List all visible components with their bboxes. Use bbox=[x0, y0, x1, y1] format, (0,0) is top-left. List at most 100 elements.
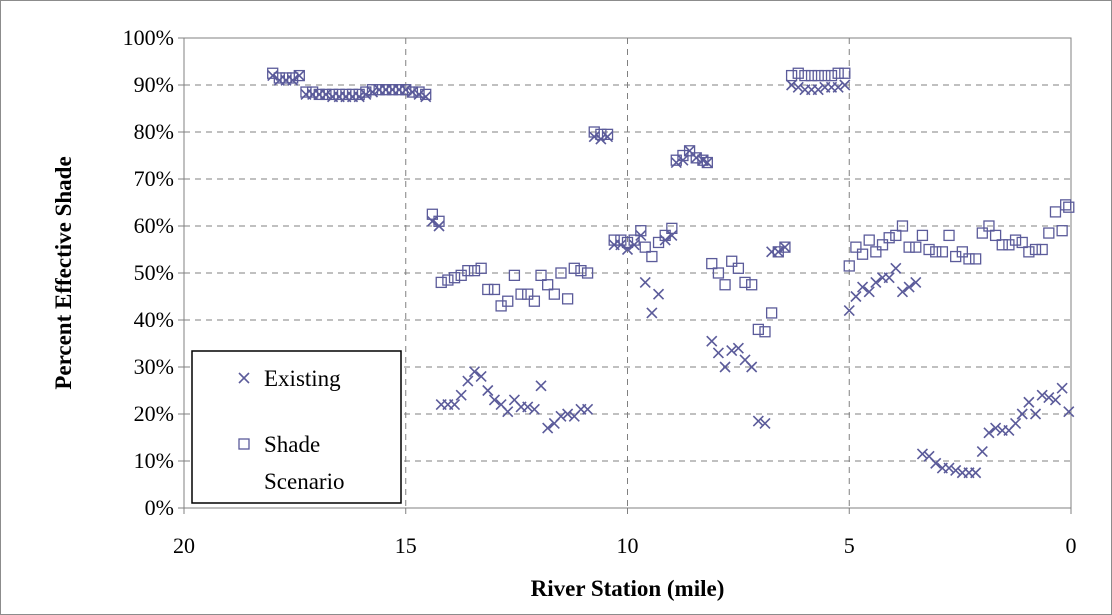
data-point-shade-scenario bbox=[683, 145, 696, 157]
data-point-existing bbox=[562, 408, 574, 420]
data-point-existing bbox=[426, 215, 438, 227]
data-point-shade-scenario bbox=[799, 69, 811, 82]
data-point-shade-scenario bbox=[366, 84, 379, 96]
y-axis-title: Percent Effective Shade bbox=[51, 156, 76, 389]
data-point-shade-scenario bbox=[313, 88, 325, 101]
data-point-shade-scenario bbox=[1029, 243, 1042, 256]
data-point-existing bbox=[863, 286, 875, 298]
data-point-shade-scenario bbox=[712, 267, 725, 279]
data-point-shade-scenario bbox=[333, 88, 345, 101]
data-point-shade-scenario bbox=[420, 88, 432, 101]
data-point-shade-scenario bbox=[832, 67, 844, 79]
data-point-shade-scenario bbox=[792, 67, 804, 79]
data-point-shade-scenario bbox=[360, 86, 372, 98]
y-tick-label: 0% bbox=[145, 495, 174, 520]
data-point-shade-scenario bbox=[413, 86, 425, 98]
data-point-shade-scenario bbox=[528, 295, 541, 307]
data-point-shade-scenario bbox=[508, 269, 521, 282]
data-point-shade-scenario bbox=[1023, 246, 1035, 258]
data-point-shade-scenario bbox=[615, 234, 627, 246]
data-point-shade-scenario bbox=[812, 69, 824, 82]
data-point-existing bbox=[896, 286, 909, 298]
data-point-existing bbox=[719, 361, 731, 373]
data-point-shade-scenario bbox=[923, 243, 935, 256]
data-point-existing bbox=[522, 401, 534, 413]
data-point-shade-scenario bbox=[916, 229, 929, 242]
data-point-existing bbox=[406, 86, 418, 98]
data-point-existing bbox=[976, 446, 988, 458]
data-point-shade-scenario bbox=[575, 264, 587, 277]
data-point-existing bbox=[267, 70, 279, 82]
data-point-existing bbox=[759, 417, 771, 429]
data-point-existing bbox=[726, 344, 738, 357]
data-point-shade-scenario bbox=[568, 262, 580, 274]
data-point-existing bbox=[943, 462, 955, 474]
data-point-shade-scenario bbox=[555, 267, 567, 279]
series-shade-scenario bbox=[267, 67, 1075, 338]
data-point-existing bbox=[843, 305, 855, 317]
data-point-shade-scenario bbox=[326, 88, 339, 101]
data-point-shade-scenario bbox=[876, 239, 889, 251]
legend-marker-shade-scenario bbox=[238, 438, 250, 450]
data-point-shade-scenario bbox=[690, 152, 702, 164]
x-tick-label: 0 bbox=[1066, 533, 1077, 558]
data-point-existing bbox=[353, 91, 365, 103]
data-point-shade-scenario bbox=[595, 128, 607, 141]
data-point-shade-scenario bbox=[280, 72, 292, 84]
data-point-existing bbox=[856, 281, 869, 293]
y-tick-label: 20% bbox=[134, 401, 174, 426]
data-point-existing bbox=[652, 288, 665, 300]
data-point-shade-scenario bbox=[373, 84, 385, 96]
data-point-shade-scenario bbox=[943, 229, 955, 242]
x-axis: 20 15 10 5 0 bbox=[173, 508, 1077, 558]
data-point-existing bbox=[542, 422, 554, 434]
data-point-shade-scenario bbox=[393, 84, 405, 96]
legend-label-shade-scenario-line2: Scenario bbox=[264, 469, 344, 494]
data-point-shade-scenario bbox=[287, 72, 299, 84]
data-point-existing bbox=[287, 74, 299, 86]
data-point-existing bbox=[870, 276, 882, 288]
data-point-shade-scenario bbox=[1016, 236, 1028, 249]
data-point-shade-scenario bbox=[732, 262, 745, 274]
data-point-shade-scenario bbox=[936, 246, 949, 258]
data-point-shade-scenario bbox=[739, 276, 751, 289]
data-point-shade-scenario bbox=[475, 262, 487, 274]
legend-x-mark bbox=[238, 372, 250, 384]
data-point-shade-scenario bbox=[963, 253, 975, 265]
x-tick-label: 15 bbox=[395, 533, 417, 558]
data-point-shade-scenario bbox=[561, 293, 574, 305]
data-point-shade-scenario bbox=[353, 88, 365, 101]
data-point-shade-scenario bbox=[1036, 243, 1048, 256]
data-point-shade-scenario bbox=[976, 227, 988, 239]
data-point-shade-scenario bbox=[502, 295, 514, 307]
data-point-existing bbox=[916, 448, 928, 460]
data-point-shade-scenario bbox=[969, 253, 982, 265]
data-point-shade-scenario bbox=[896, 220, 909, 232]
data-point-existing bbox=[666, 229, 678, 241]
data-point-existing bbox=[1056, 382, 1068, 394]
data-point-shade-scenario bbox=[601, 128, 614, 141]
legend-square-mark bbox=[238, 438, 250, 450]
data-point-shade-scenario bbox=[652, 236, 665, 249]
data-point-existing bbox=[488, 394, 501, 406]
data-point-existing bbox=[890, 262, 902, 274]
data-point-shade-scenario bbox=[706, 257, 718, 270]
data-point-existing bbox=[1036, 389, 1048, 401]
data-point-shade-scenario bbox=[300, 86, 312, 98]
data-point-shade-scenario bbox=[863, 234, 875, 246]
data-point-existing bbox=[1016, 408, 1028, 420]
data-point-existing bbox=[983, 427, 995, 439]
data-point-shade-scenario bbox=[930, 246, 942, 258]
data-point-shade-scenario bbox=[646, 250, 658, 263]
data-point-existing bbox=[360, 88, 372, 100]
data-point-shade-scenario bbox=[839, 67, 851, 79]
legend: Existing Shade Scenario bbox=[191, 350, 402, 504]
data-point-existing bbox=[772, 246, 784, 258]
data-point-shade-scenario bbox=[581, 267, 594, 279]
data-point-shade-scenario bbox=[825, 69, 838, 82]
data-point-existing bbox=[320, 88, 332, 100]
data-point-existing bbox=[910, 276, 922, 288]
data-point-existing bbox=[1009, 417, 1022, 429]
